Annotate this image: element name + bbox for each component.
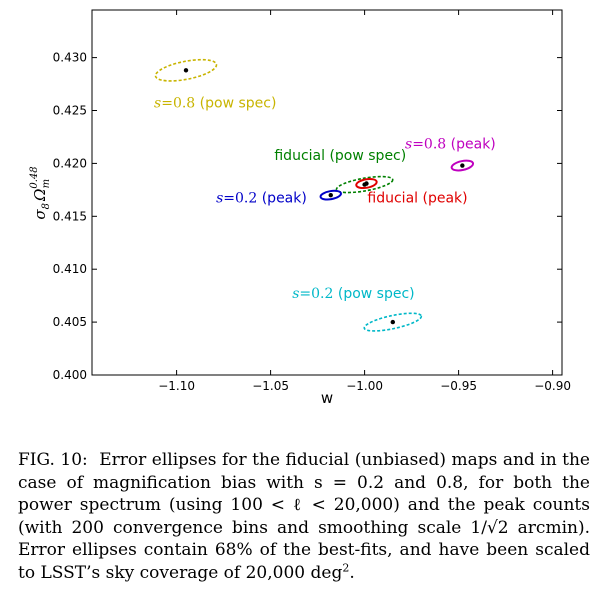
best-fit-point <box>460 163 465 168</box>
x-tick-label: −1.00 <box>346 379 383 393</box>
y-axis-title-omega: Ω <box>31 189 49 202</box>
y-tick-label: 0.430 <box>53 51 87 65</box>
ellipse-label: s=0.2 (pow spec) <box>292 286 414 302</box>
y-axis-title-sub8: 8 <box>41 203 52 209</box>
error-ellipse <box>355 177 378 190</box>
y-tick-label: 0.410 <box>53 262 87 276</box>
caption-text: Error ellipses for the fiducial (unbiase… <box>18 450 590 583</box>
y-axis-title: σ8Ω0.48m <box>29 166 52 219</box>
error-ellipse <box>335 175 394 194</box>
best-fit-point <box>390 319 395 325</box>
best-fit-point <box>328 192 333 198</box>
x-axis-title: w <box>321 389 333 407</box>
x-tick-label: −0.95 <box>440 379 477 393</box>
ellipse-label: fiducial (peak) <box>367 191 467 207</box>
ellipse-label: s=0.2 (peak) <box>216 191 307 207</box>
figure-caption: FIG. 10: Error ellipses for the fiducial… <box>18 449 590 585</box>
chart: −1.10 −1.05 −1.00 −0.95 −0.90 0.400 0.405 0.41… <box>29 9 571 407</box>
ellipse-label: s=0.8 (peak) <box>405 137 496 153</box>
best-fit-point <box>183 68 189 73</box>
y-axis-title-sup: 0.48 <box>29 166 40 188</box>
error-ellipse <box>363 312 423 332</box>
best-fit-point <box>364 181 369 186</box>
ellipse-label: fiducial (pow spec) <box>274 148 406 164</box>
y-axis-ticks: 0.400 0.405 0.410 0.415 0.420 0.425 0.430 <box>53 51 562 382</box>
error-ellipse <box>450 159 475 172</box>
caption-superscript: 2 <box>342 561 350 575</box>
x-tick-label: −1.10 <box>158 379 195 393</box>
ellipse-label: s=0.8 (pow spec) <box>154 95 276 111</box>
svg-text:σ8Ω0.48m: σ8Ω0.48m <box>29 166 52 219</box>
y-tick-label: 0.400 <box>53 368 87 382</box>
y-tick-label: 0.405 <box>53 315 87 329</box>
caption-end: . <box>349 562 355 583</box>
x-axis-ticks: −1.10 −1.05 −1.00 −0.95 −0.90 <box>158 10 571 393</box>
y-axis-title-sigma: σ <box>31 209 49 220</box>
caption-label: FIG. 10: <box>18 450 88 470</box>
error-ellipses <box>154 58 475 332</box>
y-axis-title-subm: m <box>41 179 52 188</box>
ellipse-labels: s=0.8 (pow spec) fiducial (pow spec) fiduc… <box>154 95 496 301</box>
y-tick-label: 0.420 <box>53 156 87 170</box>
plot-frame <box>91 9 563 376</box>
y-tick-label: 0.425 <box>53 104 87 118</box>
y-tick-label: 0.415 <box>53 209 87 223</box>
x-tick-label: −0.90 <box>534 379 571 393</box>
error-ellipse <box>319 189 342 201</box>
error-ellipse <box>154 58 218 82</box>
x-tick-label: −1.05 <box>252 379 289 393</box>
